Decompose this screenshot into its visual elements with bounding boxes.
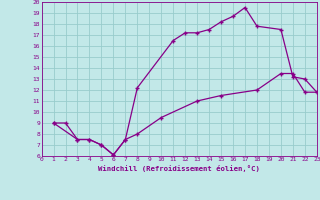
X-axis label: Windchill (Refroidissement éolien,°C): Windchill (Refroidissement éolien,°C) — [98, 165, 260, 172]
